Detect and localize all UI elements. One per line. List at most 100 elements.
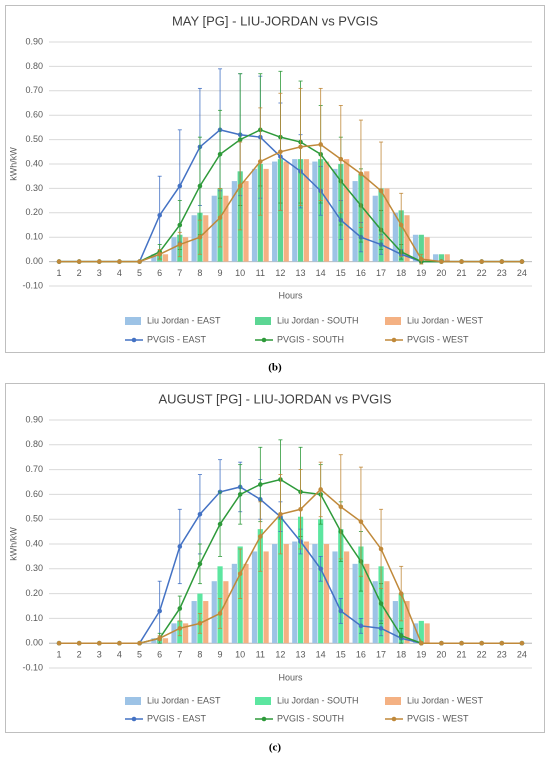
bar [332,168,338,262]
bar [312,161,318,262]
x-tick-label: 3 [97,650,102,660]
x-tick-label: 22 [477,268,487,278]
y-axis-label: kWh/kW [8,527,18,561]
bar [263,551,269,644]
bar [364,171,370,262]
marker [459,259,464,264]
marker [358,171,364,177]
bar [277,516,284,644]
marker [278,149,283,155]
marker [439,259,444,264]
legend-swatch [391,337,397,343]
chart-title: AUGUST [PG] - LIU-JORDAN vs PVGIS [158,391,391,406]
x-axis-label: Hours [278,672,303,682]
x-tick-label: 18 [396,650,406,660]
marker [157,608,162,614]
y-tick-label: 0.00 [25,638,43,648]
y-tick-label: 0.70 [25,464,43,474]
y-tick-label: 0.40 [25,538,43,548]
marker [398,591,404,596]
marker [197,183,203,189]
marker [177,183,183,189]
marker [177,606,183,611]
marker [97,640,102,646]
legend-label: Liu Jordan - WEST [407,315,484,325]
caption: (b) [268,362,282,374]
marker [197,621,203,626]
bar [344,159,350,262]
x-tick-label: 12 [275,650,285,660]
x-tick-label: 5 [137,268,142,278]
marker [117,640,122,646]
bar [171,237,177,262]
y-tick-label: 0.40 [25,158,43,168]
y-tick-label: 0.80 [25,439,43,449]
bar [312,544,318,644]
bar [183,623,189,644]
x-tick-label: 2 [77,268,82,278]
marker [258,482,263,487]
x-tick-label: 14 [316,650,326,660]
bar [344,551,350,644]
x-tick-label: 17 [376,650,386,660]
marker [318,566,323,572]
marker [459,640,464,646]
marker [137,640,142,646]
bar [251,551,258,644]
bar [283,161,289,262]
bar [358,546,364,644]
x-tick-label: 21 [457,268,467,278]
x-tick-label: 20 [436,268,446,278]
bar [257,529,263,644]
marker [338,504,344,510]
x-tick-label: 10 [235,268,245,278]
marker [258,534,263,539]
legend-swatch [255,317,271,325]
marker [358,623,364,629]
marker [137,259,142,264]
marker [398,222,404,228]
y-tick-label: 0.50 [25,134,43,144]
bar [171,623,177,644]
y-tick-label: 0.50 [25,514,43,524]
y-tick-label: 0.30 [25,563,43,573]
marker [237,492,243,497]
bar [352,563,358,644]
y-tick-label: 0.90 [25,36,43,46]
bar [223,195,229,262]
x-tick-label: 6 [157,268,162,278]
marker [419,256,424,262]
x-tick-label: 23 [497,650,507,660]
bar [243,563,249,644]
y-tick-label: 0.20 [25,588,43,598]
x-tick-label: 16 [356,650,366,660]
legend-label: PVGIS - EAST [147,713,207,723]
bar [438,254,445,262]
marker [217,215,223,220]
legend-label: Liu Jordan - SOUTH [277,695,359,705]
marker [157,635,162,641]
marker [499,640,505,646]
x-tick-label: 16 [356,268,366,278]
bar [338,529,344,644]
marker [56,259,62,264]
legend-label: PVGIS - WEST [407,713,469,723]
x-tick-label: 5 [137,650,142,660]
legend-swatch [131,716,137,722]
bar [418,234,424,262]
x-tick-label: 7 [177,268,182,278]
legend-label: Liu Jordan - WEST [407,695,484,705]
bar [303,159,309,262]
marker [97,259,102,264]
legend-label: Liu Jordan - EAST [147,315,221,325]
marker [499,259,505,264]
marker [56,640,62,646]
marker [439,640,444,646]
y-tick-label: 0.90 [25,414,43,424]
legend-swatch [385,697,401,705]
marker [378,546,384,552]
bar [162,638,169,644]
bar [297,516,304,644]
